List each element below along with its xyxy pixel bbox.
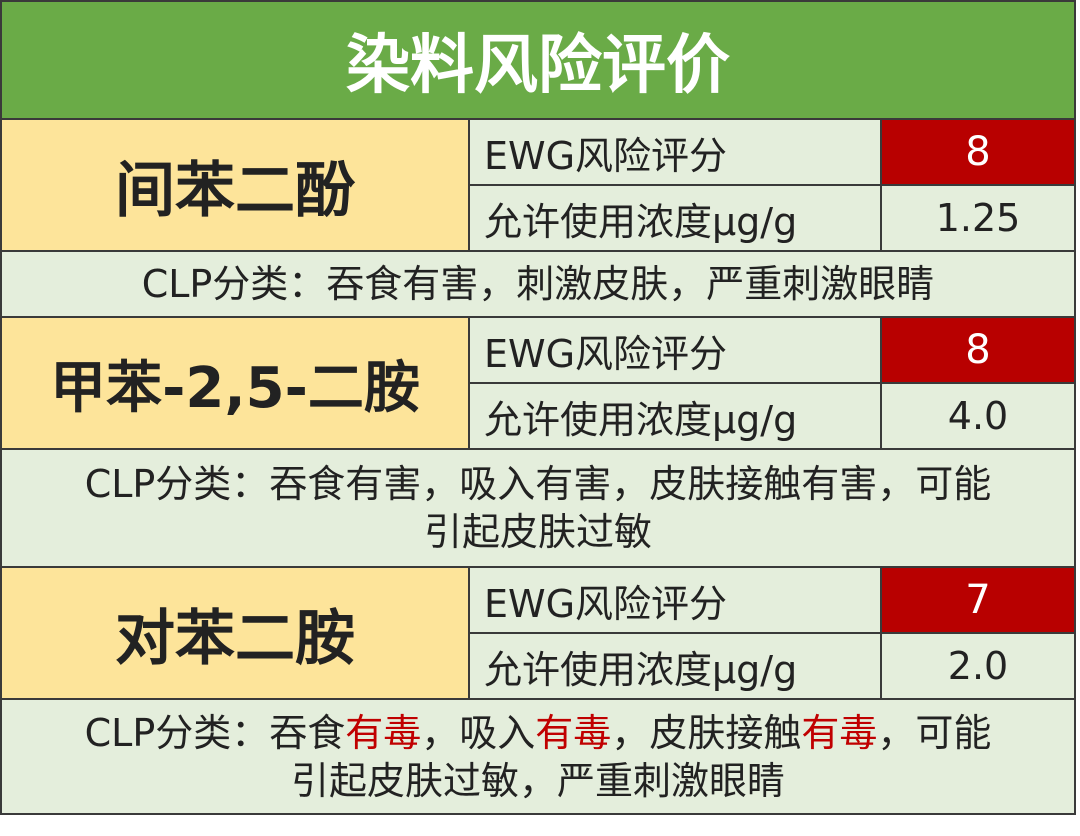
concentration-value: 1.25: [882, 186, 1074, 252]
ewg-score-label: EWG风险评分: [470, 318, 882, 384]
ewg-score-value: 8: [882, 318, 1074, 384]
ewg-score-label: EWG风险评分: [470, 568, 882, 634]
clp-line: CLP分类：吞食有毒，吸入有毒，皮肤接触有毒，可能: [85, 709, 992, 757]
clp-text: ，吸入: [421, 710, 536, 755]
chemical-name: 间苯二酚: [2, 120, 470, 252]
clp-text: ，皮肤接触: [611, 710, 802, 755]
clp-highlight-text: 有毒: [535, 710, 612, 755]
clp-text: CLP分类：吞食: [84, 710, 346, 755]
clp-line: 引起皮肤过敏，严重刺激眼睛: [290, 758, 785, 803]
clp-classification: CLP分类：吞食有害，刺激皮肤，严重刺激眼睛: [2, 252, 1074, 318]
ewg-score-label: EWG风险评分: [470, 120, 882, 186]
risk-table: 染料风险评价 间苯二酚 EWG风险评分 8 允许使用浓度μg/g 1.25 CL…: [0, 0, 1076, 815]
page-title: 染料风险评价: [2, 2, 1074, 120]
clp-line: 引起皮肤过敏: [423, 510, 652, 554]
clp-classification: CLP分类：吞食有毒，吸入有毒，皮肤接触有毒，可能 引起皮肤过敏，严重刺激眼睛: [2, 700, 1074, 813]
concentration-value: 2.0: [882, 634, 1074, 700]
ewg-score-value: 7: [882, 568, 1074, 634]
clp-classification: CLP分类：吞食有害，吸入有害，皮肤接触有害，可能 引起皮肤过敏: [2, 450, 1074, 568]
clp-highlight-text: 有毒: [345, 710, 422, 755]
concentration-label: 允许使用浓度μg/g: [470, 186, 882, 252]
chemical-name: 甲苯-2,5-二胺: [2, 318, 470, 450]
clp-text: ，可能: [877, 710, 992, 755]
chemical-name: 对苯二胺: [2, 568, 470, 700]
ewg-score-value: 8: [882, 120, 1074, 186]
concentration-label: 允许使用浓度μg/g: [470, 634, 882, 700]
concentration-label: 允许使用浓度μg/g: [470, 384, 882, 450]
clp-highlight-text: 有毒: [801, 710, 878, 755]
clp-line: CLP分类：吞食有害，吸入有害，皮肤接触有害，可能: [84, 462, 992, 506]
concentration-value: 4.0: [882, 384, 1074, 450]
